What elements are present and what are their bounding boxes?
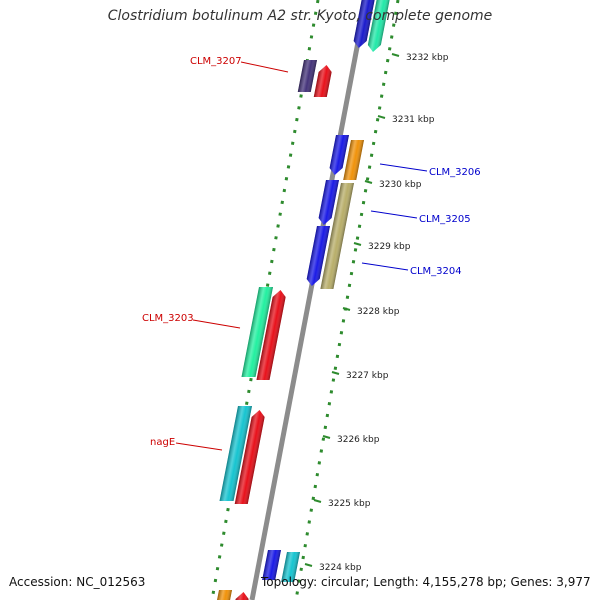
feature-layer	[216, 0, 390, 600]
kbp-tick-label: 3232 kbp	[406, 53, 449, 63]
gene-label-leader	[240, 61, 289, 73]
gene-label-nage[interactable]: nagE	[150, 437, 175, 448]
kbp-tick-mark	[353, 242, 362, 246]
feat-clm3203-b-arrow	[256, 290, 286, 380]
gene-label-clm_3204[interactable]: CLM_3204	[410, 266, 462, 277]
feat-clm3204-a-arrow	[306, 226, 330, 286]
kbp-scale: 3232 kbp 3231 kbp 3230 kbp 3229 kbp 3228 kbp…	[304, 53, 449, 573]
kbp-tick-mark	[313, 499, 322, 503]
kbp-tick-mark	[331, 371, 340, 375]
kbp-tick-mark	[304, 563, 313, 567]
feat-clm3207-a-arrow	[297, 60, 317, 92]
gene-label-clm_3205[interactable]: CLM_3205	[419, 214, 471, 225]
gene-label-leader	[379, 163, 428, 172]
feat-nage-a-arrow	[219, 406, 252, 501]
gene-label-leader	[370, 210, 418, 219]
feat-top-left-arrow	[353, 0, 375, 48]
kbp-tick-label: 3229 kbp	[368, 242, 411, 252]
kbp-tick-mark	[364, 180, 373, 184]
kbp-tick-mark	[342, 307, 351, 311]
gene-label-layer: CLM_3207 CLM_3206 CLM_3205 CLM_3204 CLM_3203…	[142, 56, 481, 451]
feat-bottom-a-arrow	[262, 550, 281, 580]
kbp-tick-label: 3226 kbp	[337, 435, 380, 445]
feat-clm3206-a-arrow	[329, 135, 349, 175]
feat-clm3205-b-arrow	[320, 183, 354, 289]
genome-backbone	[249, 0, 369, 600]
feat-bottom-d-arrow	[234, 592, 249, 600]
gene-label-leader	[361, 262, 409, 271]
gene-label-leader	[192, 319, 241, 329]
kbp-tick-mark	[322, 435, 331, 439]
kbp-tick-label: 3228 kbp	[357, 307, 400, 317]
feat-bottom-b-arrow	[281, 552, 300, 582]
feat-bottom-c-arrow	[216, 590, 232, 600]
feat-top-right-arrow	[367, 0, 390, 52]
gene-label-clm_3206[interactable]: CLM_3206	[429, 167, 481, 178]
gene-label-leader	[175, 442, 223, 451]
feat-nage-b-arrow	[234, 410, 265, 504]
feat-clm3205-a-arrow	[318, 180, 339, 225]
genome-summary-text: Topology: circular; Length: 4,155,278 bp…	[261, 575, 591, 589]
feat-clm3207-b-arrow	[313, 65, 332, 97]
feat-clm3206-b-arrow	[343, 140, 364, 180]
kbp-tick-label: 3230 kbp	[379, 180, 422, 190]
accession-text: Accession: NC_012563	[9, 575, 146, 589]
kbp-tick-mark	[391, 53, 400, 57]
gene-label-clm_3207[interactable]: CLM_3207	[190, 56, 242, 67]
kbp-tick-label: 3231 kbp	[392, 115, 435, 125]
kbp-tick-label: 3224 kbp	[319, 563, 362, 573]
kbp-tick-label: 3227 kbp	[346, 371, 389, 381]
feat-clm3203-a-arrow	[241, 287, 273, 377]
gene-label-clm_3203[interactable]: CLM_3203	[142, 313, 194, 324]
kbp-tick-mark	[377, 115, 386, 119]
map-title: Clostridium botulinum A2 str. Kyoto, com…	[107, 8, 493, 24]
kbp-tick-label: 3225 kbp	[328, 499, 371, 509]
